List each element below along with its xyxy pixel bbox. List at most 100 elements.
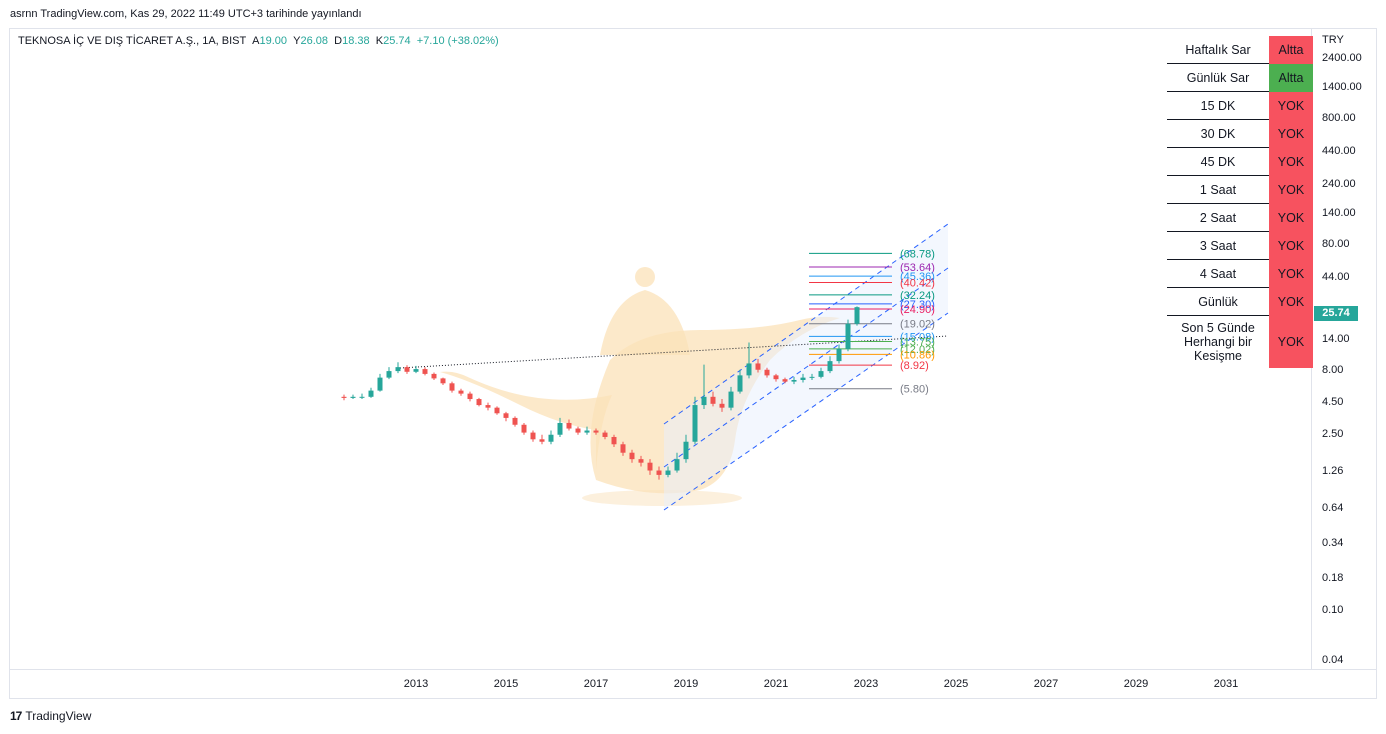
candle-body [638,459,644,463]
fib-level-label: (53.64) [900,262,935,274]
time-axis-label: 2025 [943,678,969,690]
candle-body [449,383,455,391]
signal-label: 30 DK [1167,119,1269,148]
candle-body [647,462,653,471]
candle-body [737,375,743,392]
candle-body [593,430,599,433]
candle-body [503,413,509,418]
price-axis-label: 8.00 [1322,364,1344,377]
candle-body [602,432,608,437]
signal-label: Günlük Sar [1167,63,1269,92]
signal-row: Günlük Sar Altta [1167,63,1313,92]
signal-value: YOK [1269,287,1313,316]
price-axis-label: 0.64 [1322,502,1344,515]
signal-value: Altta [1269,63,1313,92]
fib-level-label: (40.42) [900,277,935,289]
price-axis-label: 4.50 [1322,395,1344,408]
price-axis-label: 0.04 [1322,654,1344,666]
signal-value: YOK [1269,119,1313,148]
signal-row: 1 Saat YOK [1167,175,1313,204]
signal-value: YOK [1269,91,1313,120]
time-axis-label: 2031 [1213,678,1239,690]
fib-level-label: (68.78) [900,248,935,260]
fib-level-label: (45.36) [900,271,935,283]
candle-body [719,403,725,408]
fib-level-label: (10.86) [900,349,935,361]
trend-channel [399,223,949,511]
price-axis-label: 2400.00 [1322,52,1362,64]
fib-level-label: (19.02) [900,319,935,331]
candle-body [458,390,464,394]
candle-body [494,407,500,414]
price-axis-currency: TRY [1322,34,1344,46]
fib-level-label: (8.92) [900,360,929,372]
candle-body [683,441,689,460]
price-axis-label: 1400.00 [1322,81,1362,94]
publish-info: asrnn TradingView.com, Kas 29, 2022 11:4… [10,8,362,20]
candle-body [692,405,698,442]
candle-body [368,390,374,397]
price-axis-label: 44.00 [1322,270,1350,283]
candle-body [755,363,761,370]
candle-body [701,396,707,406]
candle-body [827,361,833,372]
price-axis-label: 2.50 [1322,427,1344,440]
time-axis-label: 2019 [673,678,699,690]
high-value: 26.08 [300,35,329,47]
candle-body [467,393,473,400]
candle-body [710,396,716,404]
signal-label: 2 Saat [1167,203,1269,232]
low-label: D [334,35,343,47]
fib-level-label: (24.90) [900,304,935,316]
price-axis-label: 14.00 [1322,333,1350,346]
signal-row: Haftalık Sar Altta [1167,36,1313,64]
candlesticks [341,306,860,480]
signal-value: YOK [1269,315,1313,368]
price-axis-label: 0.18 [1322,571,1344,584]
candle-body [836,348,842,362]
candle-body [395,367,401,372]
signal-label: 45 DK [1167,147,1269,176]
signal-row: 30 DK YOK [1167,119,1313,148]
candle-body [620,444,626,453]
time-axis-label: 2013 [403,678,429,690]
candle-body [764,369,770,376]
candle-body [341,396,347,398]
price-axis-label: 800.00 [1322,112,1356,125]
candle-body [440,378,446,384]
candle-body [665,470,671,475]
candle-body [431,373,437,379]
candle-body [557,422,563,435]
price-axis-label: 240.00 [1322,177,1356,190]
time-axis-label: 2021 [763,678,789,690]
candle-body [629,452,635,460]
signal-value: YOK [1269,231,1313,260]
candle-body [854,307,860,324]
candle-body [539,439,545,442]
candle-body [782,379,788,382]
time-axis-label: 2027 [1033,678,1059,690]
price-axis-label: 140.00 [1322,207,1356,220]
candle-body [809,376,815,378]
candle-body [521,424,527,433]
time-axis-separator [9,669,1377,670]
signal-label: Haftalık Sar [1167,36,1269,64]
candle-body [512,417,518,425]
time-axis-label: 2023 [853,678,879,690]
candle-body [791,379,797,382]
candle-body [566,422,572,429]
candle-body [800,377,806,380]
close-value: 25.74 [383,35,411,47]
time-axis-label: 2015 [493,678,519,690]
chart-frame[interactable] [9,28,1377,699]
signal-table: Haftalık Sar Altta Günlük Sar Altta 15 DK YOK… [1167,36,1313,368]
signal-row: Günlük YOK [1167,287,1313,316]
tradingview-brand[interactable]: 17 TradingView [10,709,91,723]
signal-row: 4 Saat YOK [1167,259,1313,288]
open-value: 19.00 [259,35,288,47]
candle-body [746,363,752,376]
candle-body [377,377,383,391]
time-axis-label: 2017 [583,678,609,690]
symbol-legend: TEKNOSA İÇ VE DIŞ TİCARET A.Ş., 1A, BIST… [18,35,499,47]
